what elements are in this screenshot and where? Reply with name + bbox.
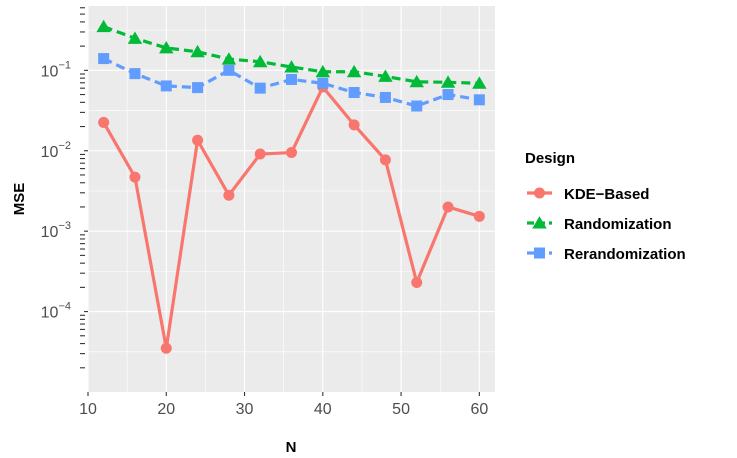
data-point [286, 73, 297, 85]
legend-item: Rerandomization [527, 246, 686, 263]
data-point [160, 80, 172, 92]
data-point [317, 77, 329, 89]
data-point [348, 119, 360, 131]
data-point [315, 64, 331, 78]
data-point [378, 69, 393, 82]
data-point [379, 91, 391, 103]
legend-label: Randomization [564, 216, 672, 233]
legend-key-marker [534, 187, 545, 199]
data-point [129, 68, 141, 80]
data-point [442, 201, 454, 213]
x-tick-label: 50 [392, 401, 410, 418]
data-point [98, 116, 110, 128]
legend: Design KDE−Based Randomization Rerandomiza… [525, 150, 686, 263]
x-tick-label: 20 [157, 401, 175, 418]
data-point [473, 210, 485, 222]
x-tick-label: 30 [236, 401, 254, 418]
data-point [98, 53, 110, 65]
data-point [379, 154, 391, 166]
data-point [252, 54, 268, 68]
y-tick-label: 10−4 [41, 301, 71, 322]
data-point [472, 76, 487, 89]
data-point [192, 82, 204, 94]
data-point [192, 134, 204, 146]
data-point [348, 87, 360, 99]
data-point [127, 31, 143, 44]
data-point [411, 100, 423, 112]
data-point [129, 171, 141, 183]
data-point [159, 41, 174, 54]
data-point [411, 276, 423, 288]
data-point [254, 82, 266, 94]
y-tick-label: 10−2 [41, 140, 71, 161]
data-point [284, 60, 299, 73]
legend-item: Randomization [527, 216, 672, 233]
y-axis-title: MSE [11, 183, 28, 216]
data-point [409, 74, 424, 88]
data-point [223, 64, 235, 76]
data-point [160, 342, 172, 354]
series-layer [96, 19, 487, 354]
x-tick-label: 40 [314, 401, 332, 418]
data-point [346, 64, 362, 78]
data-point [440, 75, 456, 88]
legend-key-marker [534, 247, 545, 259]
axes: 10 20 30 40 50 60 10−4 10−3 10−2 10−1 [41, 7, 488, 418]
data-point [221, 52, 237, 65]
data-point [254, 148, 266, 160]
legend-key-marker [532, 216, 547, 229]
y-tick-label: 10−1 [41, 59, 71, 80]
data-point [286, 147, 297, 159]
data-point [223, 189, 235, 201]
x-tick-label: 10 [79, 401, 97, 418]
legend-item: KDE−Based [527, 186, 649, 203]
data-point [473, 94, 485, 106]
x-tick-label: 60 [470, 401, 488, 418]
x-axis-title: N [286, 439, 297, 456]
legend-title: Design [525, 150, 575, 167]
legend-label: KDE−Based [564, 186, 649, 203]
data-point [96, 19, 111, 33]
y-tick-label: 10−3 [41, 220, 71, 241]
legend-label: Rerandomization [564, 246, 686, 263]
data-point [190, 44, 205, 58]
data-point [442, 89, 454, 101]
